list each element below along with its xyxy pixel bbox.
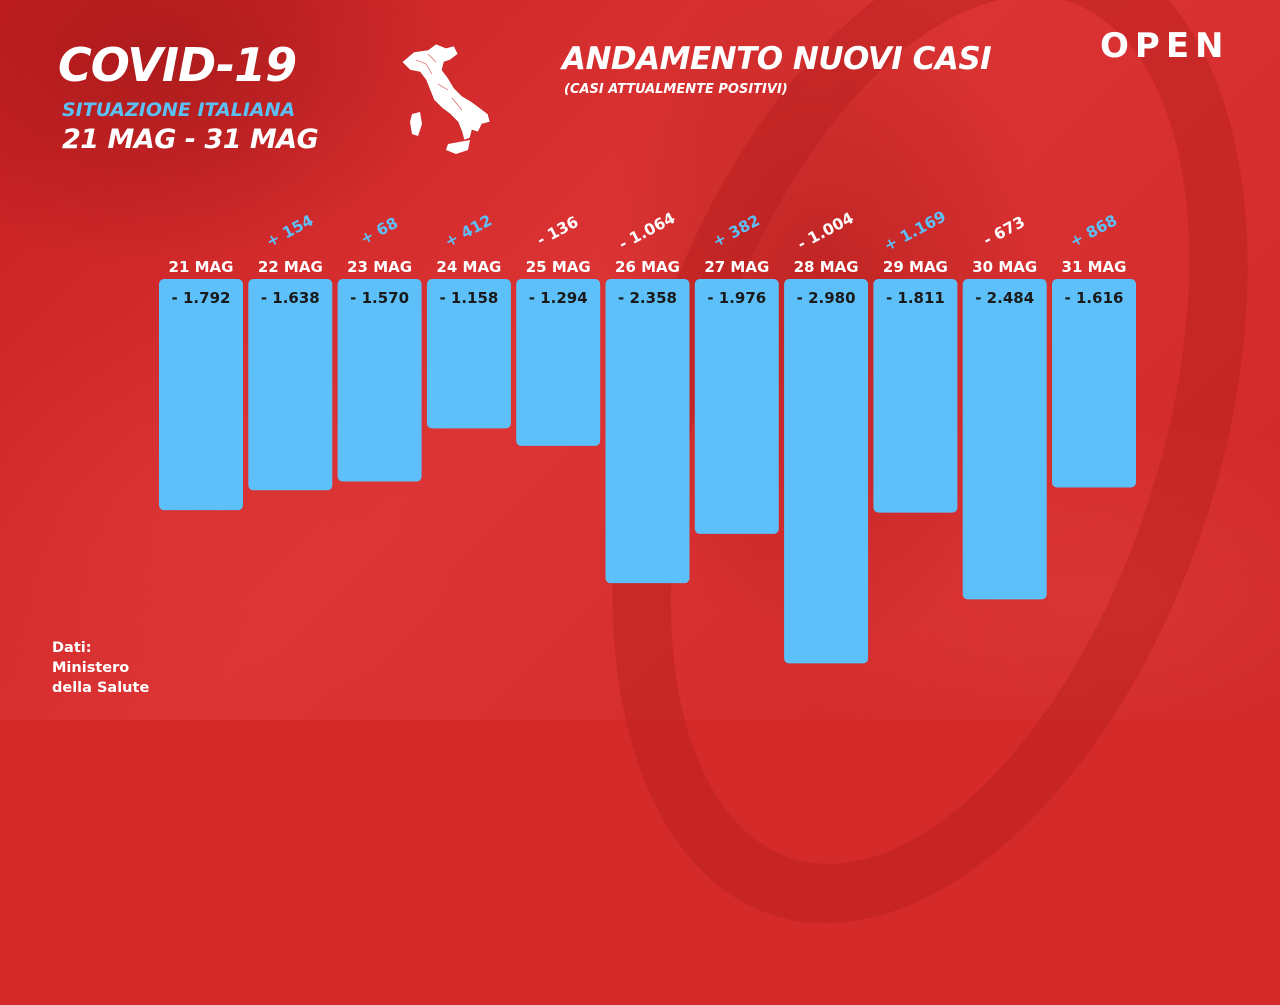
chart-subtitle: (CASI ATTUALMENTE POSITIVI) [564, 82, 788, 97]
date-range: 21 MAG - 31 MAG [62, 124, 319, 155]
value-label: - 1.570 [350, 289, 409, 307]
bar [962, 279, 1047, 600]
bar [426, 279, 511, 429]
delta-label: + 1.169 [881, 207, 949, 255]
source-line-1: Dati: [52, 640, 92, 656]
delta-label: - 1.064 [616, 209, 678, 254]
category-label: 28 MAG [794, 258, 859, 276]
bar [248, 279, 333, 491]
category-label: 27 MAG [704, 258, 769, 276]
category-label: 29 MAG [883, 258, 948, 276]
category-label: 22 MAG [258, 258, 323, 276]
delta-label: + 868 [1067, 211, 1120, 251]
open-logo: OPEN [1100, 26, 1230, 66]
bar [337, 279, 422, 482]
bar [1052, 279, 1136, 488]
source-line-3: della Salute [52, 680, 150, 696]
category-label: 23 MAG [347, 258, 412, 276]
page-subtitle: SITUAZIONE ITALIANA [62, 99, 296, 121]
value-label: - 2.484 [975, 289, 1034, 307]
category-label: 25 MAG [526, 258, 591, 276]
delta-label: + 68 [357, 214, 401, 249]
delta-label: - 136 [534, 213, 581, 250]
delta-label: + 382 [710, 211, 763, 251]
page-title: COVID-19 [58, 38, 297, 92]
category-label: 26 MAG [615, 258, 680, 276]
delta-label: + 154 [263, 211, 316, 251]
value-label: - 2.358 [618, 289, 677, 307]
bar [605, 279, 690, 584]
category-label: 21 MAG [169, 258, 234, 276]
bar-chart: 21 MAG - 1.792 22 MAG - 1.638 + 154 23 MAG - 1… [159, 207, 1136, 664]
value-label: - 1.976 [707, 289, 766, 307]
bar [159, 279, 243, 511]
value-label: - 1.792 [172, 289, 231, 307]
delta-label: - 673 [980, 213, 1027, 250]
delta-label: + 412 [442, 211, 495, 251]
source-line-2: Ministero [52, 660, 130, 676]
delta-label: - 1.004 [795, 209, 857, 254]
value-label: - 1.616 [1065, 289, 1124, 307]
category-label: 31 MAG [1062, 258, 1127, 276]
chart-title: ANDAMENTO NUOVI CASI [562, 41, 992, 77]
category-label: 30 MAG [972, 258, 1037, 276]
value-label: - 1.158 [439, 289, 498, 307]
bar [873, 279, 958, 513]
value-label: - 2.980 [797, 289, 856, 307]
bar [784, 279, 869, 664]
bar [516, 279, 601, 446]
source-note: Dati: Ministero della Salute [52, 638, 192, 698]
category-label: 24 MAG [436, 258, 501, 276]
value-label: - 1.638 [261, 289, 320, 307]
italy-map-icon [401, 43, 491, 154]
value-label: - 1.811 [886, 289, 945, 307]
bar [694, 279, 779, 534]
value-label: - 1.294 [529, 289, 588, 307]
